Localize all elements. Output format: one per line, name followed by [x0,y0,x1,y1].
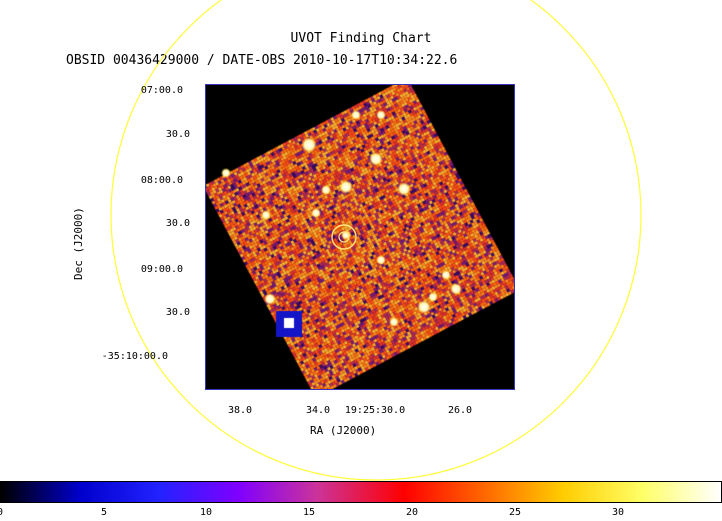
sky-image[interactable] [206,85,514,389]
colorbar[interactable] [0,481,722,503]
ra-axis-label: RA (J2000) [310,424,377,437]
ra-tick-label: 34.0 [305,405,331,416]
dec-tick-label: -35:10:00.0 [101,351,168,362]
colorbar-tick: 15 [302,507,316,518]
chart-title: UVOT Finding Chart [290,31,432,46]
dec-tick-label: 07:00.0 [140,85,183,96]
colorbar-tick: 5 [100,507,108,518]
dec-axis-label-text: Dec (J2000) [72,207,85,280]
dec-tick-label: 30.0 [165,307,190,318]
dec-tick-label: 30.0 [165,129,190,140]
ra-tick-label: 38.0 [227,405,253,416]
colorbar-tick: 0 [0,507,15,518]
dec-tick-label: 08:00.0 [140,175,183,186]
ra-tick-label: 19:25:30.0 [344,405,406,416]
colorbar-tick: 20 [405,507,419,518]
colorbar-tick: 10 [199,507,213,518]
dec-tick-label: 30.0 [165,218,190,229]
chart-subtitle: OBSID 00436429000 / DATE-OBS 2010-10-17T… [66,53,458,68]
ra-tick-label: 26.0 [447,405,473,416]
colorbar-tick: 30 [611,507,625,518]
dec-tick-label: 09:00.0 [140,264,183,275]
colorbar-tick: 25 [508,507,522,518]
image-frame[interactable] [205,84,515,390]
